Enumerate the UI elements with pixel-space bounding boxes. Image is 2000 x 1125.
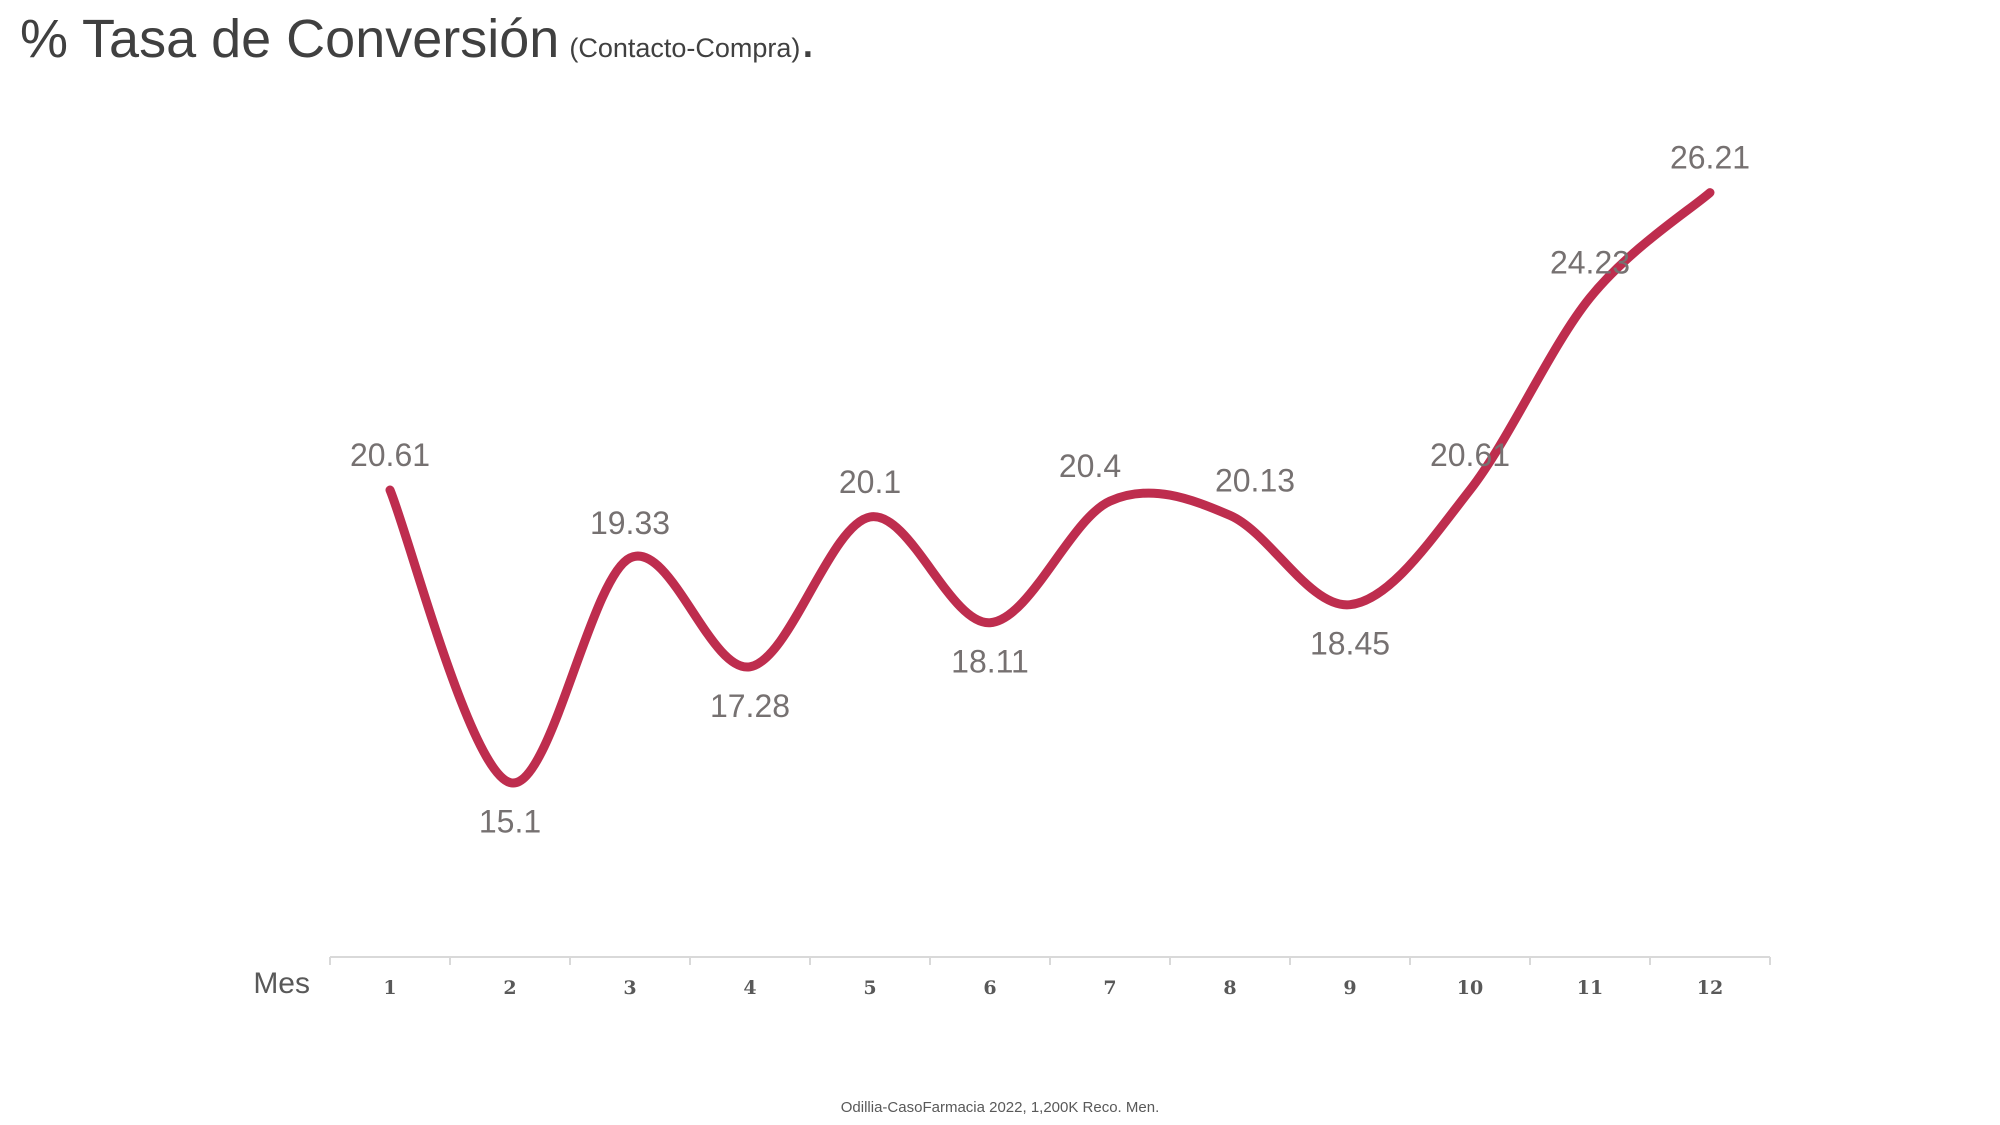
data-label-9: 18.45	[1310, 626, 1390, 662]
x-tick-label-7: 7	[1103, 977, 1116, 999]
x-axis-label: Mes	[253, 967, 310, 1000]
x-tick-label-5: 5	[863, 977, 876, 999]
data-label-1: 20.61	[350, 437, 430, 473]
x-axis-tick-labels: 1 2 3 4 5 6 7 8 9 10 11 12	[383, 977, 1723, 999]
data-label-6: 18.11	[951, 644, 1029, 680]
chart-title-main: % Tasa de Conversión	[20, 9, 560, 69]
x-tick-label-8: 8	[1223, 977, 1236, 999]
x-axis-ticks	[329, 957, 1771, 965]
data-label-5: 20.1	[839, 464, 901, 500]
data-labels: 20.61 15.1 19.33 17.28 20.1 18.11 20.4 20.13 18.…	[350, 140, 1750, 840]
data-label-4: 17.28	[710, 688, 790, 724]
data-label-7: 20.4	[1059, 448, 1121, 484]
x-tick-label-1: 1	[383, 977, 396, 999]
x-tick-label-3: 3	[623, 977, 636, 999]
x-tick-label-6: 6	[983, 977, 996, 999]
series-line	[385, 188, 1715, 788]
x-tick-label-4: 4	[743, 977, 756, 999]
chart-title: % Tasa de Conversión (Contacto-Compra).	[20, 12, 815, 66]
data-label-2: 15.1	[479, 804, 541, 840]
data-label-8: 20.13	[1215, 462, 1295, 498]
chart-title-sub: (Contacto-Compra)	[569, 33, 801, 63]
x-tick-label-10: 10	[1457, 977, 1483, 999]
data-label-10: 20.61	[1430, 437, 1510, 473]
chart-title-dot: .	[800, 9, 816, 69]
footer-note: Odillia-CasoFarmacia 2022, 1,200K Reco. …	[840, 1099, 1160, 1116]
x-tick-label-2: 2	[503, 977, 516, 999]
data-label-12: 26.21	[1670, 140, 1750, 176]
data-label-3: 19.33	[590, 505, 670, 541]
x-tick-label-12: 12	[1697, 977, 1723, 999]
x-tick-label-11: 11	[1577, 977, 1603, 999]
x-tick-label-9: 9	[1343, 977, 1356, 999]
data-label-11: 24.23	[1550, 245, 1630, 281]
